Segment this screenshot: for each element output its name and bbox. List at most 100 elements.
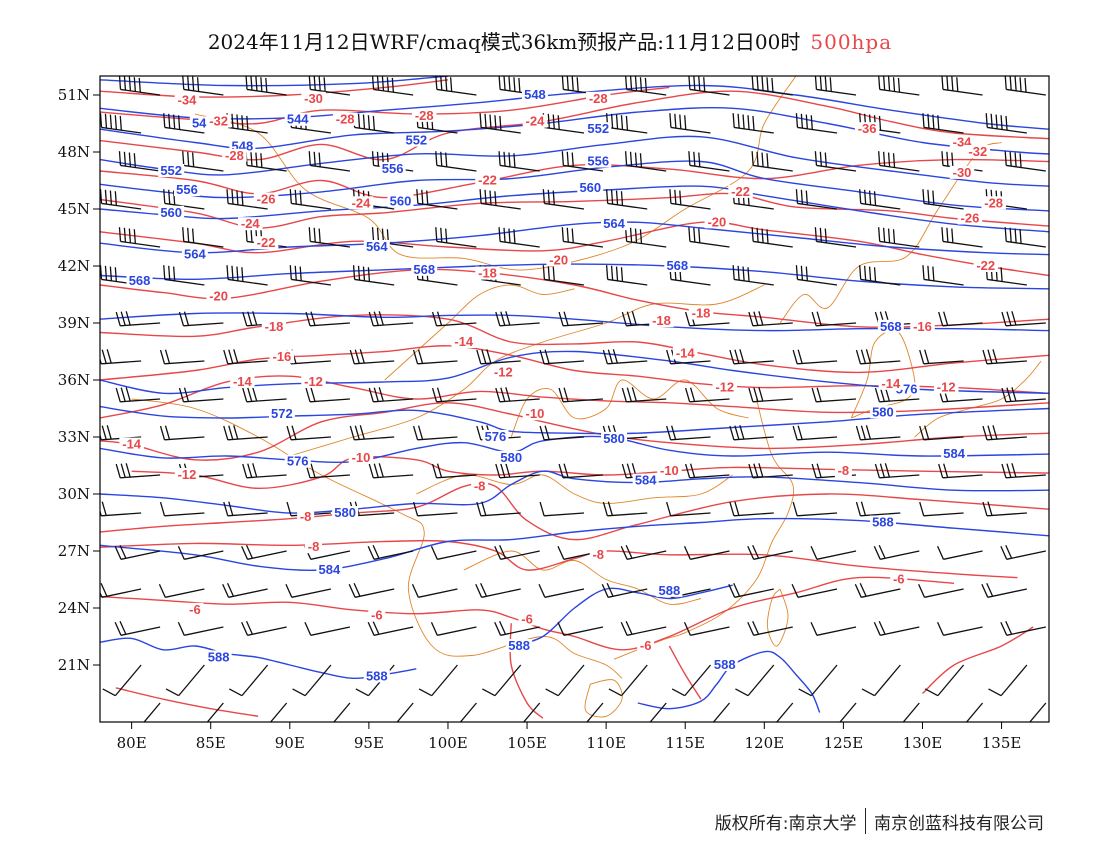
height-label-bg xyxy=(126,274,153,288)
footer-left: 版权所有:南京大学 xyxy=(714,813,857,834)
height-label-bg xyxy=(316,563,343,576)
temperature-label-bg xyxy=(965,145,991,158)
temperature-contour-label: -8 xyxy=(838,463,850,478)
height-label-bg xyxy=(711,658,738,671)
wind-barb xyxy=(412,349,458,365)
wind-barb xyxy=(874,463,920,479)
wind-barb xyxy=(118,151,161,172)
wind-barb xyxy=(620,544,667,560)
axes: 80E 85E 90E 95E 100E 105E 110E 115E 120E 125E 130E… xyxy=(58,86,1022,752)
wind-barb xyxy=(748,387,793,403)
wind-barb xyxy=(605,113,648,134)
wind-barb xyxy=(941,76,983,96)
temperature-contour-label: -12 xyxy=(937,380,956,395)
height-contour-label: 580 xyxy=(872,404,894,419)
temperature-contour-label: -12 xyxy=(178,467,197,482)
wind-barb xyxy=(538,583,585,598)
wind-barb xyxy=(498,151,540,172)
height-contour-label: 544 xyxy=(287,112,309,127)
wind-barb xyxy=(286,425,331,441)
temperature-contour-label: -30 xyxy=(953,165,972,180)
temperature-contour-label: -14 xyxy=(122,437,142,452)
wind-barb xyxy=(333,702,351,722)
wind-barb xyxy=(855,349,901,365)
temperature-label-bg xyxy=(854,122,880,136)
wind-barb xyxy=(586,702,604,722)
wind-barb xyxy=(855,501,901,517)
wind-barb xyxy=(367,620,414,636)
height-label-bg xyxy=(601,217,628,231)
wind-barb xyxy=(100,582,142,598)
height-label-bg xyxy=(411,262,438,276)
height-contour-label: 588 xyxy=(508,638,530,653)
temperature-label-bg xyxy=(174,93,200,107)
wind-barb xyxy=(245,76,287,96)
temperature-label-bg xyxy=(637,639,655,652)
wind-barb xyxy=(878,151,920,172)
temperature-contour-label: -30 xyxy=(304,91,323,106)
wind-barb xyxy=(289,265,332,286)
height-contour-label: 568 xyxy=(666,258,688,273)
temperature-label-bg xyxy=(301,374,326,388)
temperature-label-bg xyxy=(589,547,607,561)
wind-barb xyxy=(941,227,983,248)
wind-barb xyxy=(922,113,964,134)
wind-barb xyxy=(431,387,477,403)
height-contour-label: 556 xyxy=(176,182,198,197)
lon-tick-label: 120E xyxy=(745,734,785,752)
temperature-label-bg xyxy=(206,289,231,303)
height-label-bg xyxy=(173,183,200,196)
temperature-label-bg xyxy=(451,335,477,348)
wind-barb xyxy=(666,425,711,441)
temperature-label-bg xyxy=(269,350,295,364)
boundary-line xyxy=(131,398,623,679)
wind-barb xyxy=(649,702,667,722)
wind-barb xyxy=(965,702,984,722)
wind-barb xyxy=(100,189,142,210)
temperature-contour-label: -12 xyxy=(715,380,734,395)
wind-barb xyxy=(545,664,585,697)
contour-labels: 540 5445485485525525525565565565605605605… xyxy=(119,87,1006,683)
temperature-label-bg xyxy=(297,509,315,523)
wind-barb xyxy=(735,664,775,697)
wind-barb xyxy=(982,349,1027,365)
wind-barb xyxy=(114,620,161,636)
wind-barb xyxy=(558,311,604,327)
temperature-label-bg xyxy=(522,407,548,421)
height-contour-label: 580 xyxy=(603,431,625,446)
temperature-contour-label: -18 xyxy=(478,266,497,281)
wind-barb xyxy=(1000,544,1046,560)
wind-barb xyxy=(859,189,901,210)
temperature-contour xyxy=(922,626,1034,695)
wind-barb xyxy=(412,425,458,441)
temperature-contour-label: -6 xyxy=(371,608,383,623)
height-label-bg xyxy=(284,112,311,126)
temperature-label-bg xyxy=(973,259,998,272)
height-contour-label: 552 xyxy=(160,163,182,178)
wind-barb xyxy=(620,620,667,636)
height-contour xyxy=(100,76,449,87)
wind-barb xyxy=(608,664,648,697)
wind-barb xyxy=(177,621,224,636)
wind-barb xyxy=(223,425,268,441)
lon-tick-label: 135E xyxy=(982,734,1022,752)
temperature-contour-label: -8 xyxy=(474,478,486,493)
temperature-label-bg xyxy=(933,380,959,394)
temperature-label-bg xyxy=(910,319,935,333)
height-label-bg xyxy=(205,650,232,664)
wind-barb xyxy=(498,227,540,248)
wind-barb xyxy=(1001,463,1046,479)
height-label-bg xyxy=(601,431,628,445)
temperature-contour-label: -32 xyxy=(968,144,987,159)
height-label-bg xyxy=(181,247,208,261)
wind-barb xyxy=(269,702,288,722)
wind-barb xyxy=(479,189,521,210)
wind-barb xyxy=(241,544,287,560)
wind-barb xyxy=(792,349,838,365)
wind-barb xyxy=(795,189,838,210)
boundary-line xyxy=(613,398,795,660)
temperature-label-bg xyxy=(368,608,386,622)
temperature-contour-label: -26 xyxy=(961,211,980,226)
temperature-label-bg xyxy=(411,108,437,122)
